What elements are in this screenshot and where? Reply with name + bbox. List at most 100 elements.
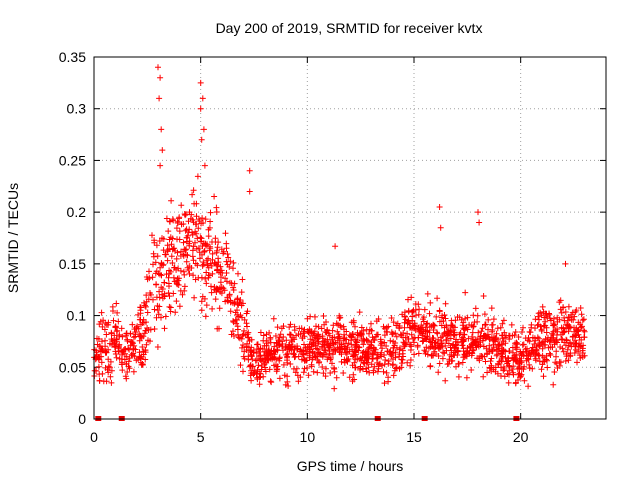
data-point (169, 260, 176, 266)
data-point (314, 338, 321, 345)
data-point (403, 339, 410, 346)
data-point (336, 312, 343, 319)
data-point (143, 292, 150, 299)
data-point (544, 364, 551, 371)
y-tick-label: 0.05 (59, 359, 86, 375)
data-point (325, 343, 332, 350)
data-point (405, 308, 412, 315)
data-point (314, 353, 321, 360)
data-point (113, 300, 120, 307)
data-point (512, 340, 519, 347)
data-point (433, 313, 440, 320)
data-point (506, 348, 513, 354)
data-point (476, 219, 483, 226)
data-point (329, 336, 335, 343)
data-point (407, 357, 414, 363)
data-point (504, 360, 511, 367)
data-point (118, 325, 125, 332)
data-point (429, 352, 435, 359)
data-point (385, 374, 392, 381)
data-point (549, 330, 556, 337)
data-point (313, 323, 319, 330)
data-point (358, 324, 365, 331)
data-point (254, 376, 261, 383)
data-point (141, 299, 147, 306)
data-point (426, 324, 433, 331)
data-point (385, 360, 392, 367)
data-point (161, 325, 168, 332)
data-point (203, 269, 210, 276)
data-point (143, 298, 150, 305)
data-point (460, 338, 467, 345)
data-point (216, 285, 223, 292)
data-point (442, 315, 449, 322)
data-point (292, 369, 299, 376)
data-point (250, 349, 257, 356)
data-point (161, 279, 168, 286)
data-point (142, 302, 148, 309)
data-point (350, 371, 357, 378)
data-point (185, 267, 192, 273)
y-tick-label: 0.15 (59, 256, 86, 272)
data-point (277, 331, 284, 338)
data-point (189, 231, 196, 238)
data-point (543, 329, 550, 336)
data-point (222, 275, 229, 282)
data-point (488, 355, 495, 362)
data-point (102, 349, 109, 356)
data-point (190, 243, 197, 250)
data-point (405, 296, 411, 303)
data-point (411, 339, 417, 346)
data-point (276, 341, 283, 348)
data-point (564, 346, 571, 353)
data-point (245, 356, 252, 363)
data-point (332, 243, 339, 250)
data-point (165, 274, 172, 281)
data-point (518, 371, 525, 378)
data-point (236, 299, 243, 305)
data-point (371, 363, 378, 370)
data-point (207, 218, 214, 225)
data-point (424, 328, 431, 335)
data-point (341, 326, 347, 333)
data-point (520, 324, 526, 331)
data-point (389, 362, 396, 369)
data-point (265, 347, 272, 354)
data-point (156, 288, 163, 295)
x-tick-label: 10 (300, 429, 316, 445)
data-point (168, 253, 175, 260)
data-point (465, 335, 472, 342)
data-point (291, 323, 298, 330)
data-point (410, 323, 417, 329)
data-point (482, 358, 489, 365)
data-point (176, 228, 183, 235)
data-point (570, 316, 577, 323)
data-point (226, 263, 233, 270)
data-point (448, 353, 455, 360)
data-point (327, 356, 334, 363)
data-point (146, 268, 152, 275)
data-point (170, 290, 177, 297)
data-point (573, 332, 580, 338)
data-point (271, 343, 278, 350)
data-point (460, 345, 467, 352)
data-point (198, 220, 205, 227)
data-point (445, 340, 452, 347)
data-point (433, 329, 440, 336)
data-point (441, 324, 448, 331)
data-point (202, 275, 209, 282)
data-point (189, 253, 196, 260)
data-point (479, 325, 486, 332)
data-point (94, 341, 101, 348)
data-point (409, 323, 416, 330)
y-tick-label: 0.2 (67, 204, 87, 220)
data-point (154, 307, 161, 314)
data-point (453, 363, 459, 370)
data-point (481, 311, 488, 318)
data-point (451, 324, 458, 331)
data-point (96, 356, 102, 363)
data-point (213, 249, 220, 256)
data-point (108, 379, 115, 386)
data-point (162, 251, 169, 258)
data-point (358, 332, 364, 339)
